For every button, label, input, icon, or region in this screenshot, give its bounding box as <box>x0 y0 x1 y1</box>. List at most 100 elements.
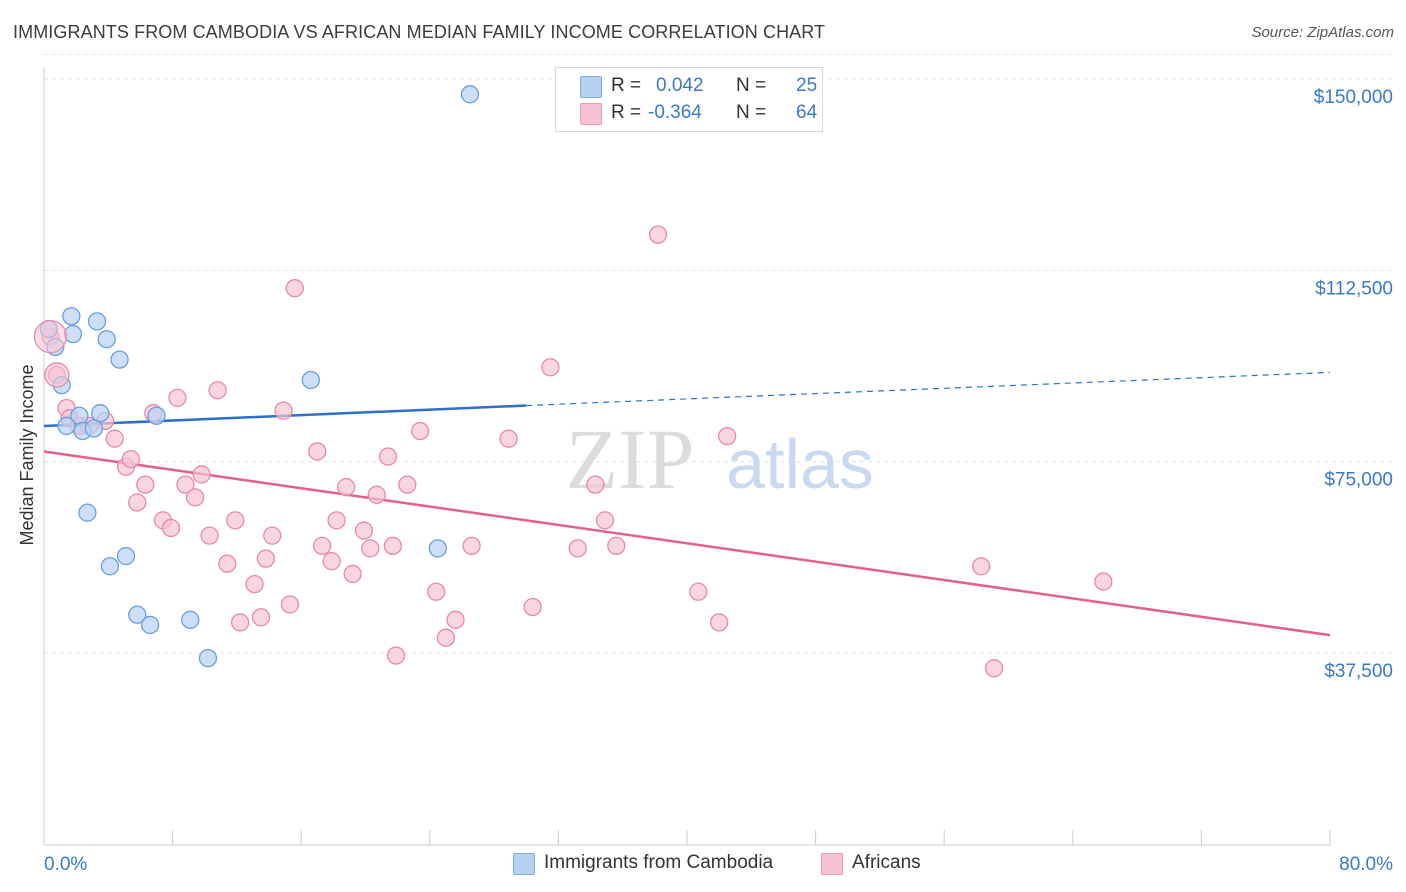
legend-n-value: 25 <box>796 75 818 96</box>
africans-point <box>607 536 626 556</box>
africans-point <box>226 511 245 530</box>
cambodia-point <box>63 324 83 344</box>
africans-point <box>230 613 250 632</box>
watermark-atlas: atlas <box>726 425 874 503</box>
africans-point <box>327 511 346 530</box>
legend-swatch-cambodia <box>580 76 602 98</box>
y-axis-label: Median Family Income <box>17 364 37 545</box>
legend-r-label: R = <box>611 102 642 123</box>
africans-point <box>312 536 332 556</box>
africans-point <box>44 362 70 388</box>
africans-point <box>185 488 205 507</box>
cambodia-point <box>140 615 160 635</box>
africans-point <box>568 539 587 558</box>
africans-point <box>427 582 446 601</box>
africans-point <box>446 610 465 629</box>
africans-point <box>280 595 300 614</box>
africans-point <box>411 421 430 441</box>
africans-point <box>386 646 406 665</box>
africans-point <box>33 320 68 354</box>
africans-point <box>322 552 341 571</box>
africans-point <box>378 447 398 466</box>
africans-point <box>168 388 187 408</box>
legend-n-value: 64 <box>796 102 818 123</box>
cambodia-point <box>128 605 147 624</box>
tick-labels: $37,500 $75,000 $112,500 $150,000 0.0% 80.0% <box>44 87 1393 875</box>
africans-point <box>263 526 282 545</box>
legend-r-value: 0.042 <box>656 75 704 96</box>
cambodia-point <box>301 370 320 390</box>
y-tick-label: $112,500 <box>1315 278 1393 299</box>
africans-point <box>361 539 380 558</box>
watermark: ZIP atlas <box>566 411 874 507</box>
y-tick-label: $150,000 <box>1314 87 1393 108</box>
axes <box>43 68 1331 846</box>
x-tick-label: 0.0% <box>44 854 87 875</box>
legend-r-label: R = <box>611 75 642 96</box>
trend-line-cambodia-extension <box>526 371 1331 407</box>
cambodia-point <box>97 330 116 349</box>
africans-point <box>200 526 219 545</box>
africans-point <box>337 478 356 497</box>
legend-label-cambodia: Immigrants from Cambodia <box>544 852 774 873</box>
cambodia-point <box>116 546 136 566</box>
trend-line-africans <box>43 450 1331 637</box>
africans-point <box>105 429 124 448</box>
cambodia-point <box>84 419 103 438</box>
cambodia-point <box>428 539 447 558</box>
africans-point <box>161 518 181 538</box>
africans-point <box>274 401 293 420</box>
africans-point <box>972 557 991 576</box>
cambodia-point <box>78 503 97 522</box>
cambodia-point <box>147 406 166 425</box>
africans-point <box>218 554 237 573</box>
africans-point <box>595 511 615 530</box>
africans-point <box>984 659 1004 678</box>
africans-point <box>308 442 327 461</box>
africans-point <box>343 564 362 584</box>
africans-point <box>121 449 140 469</box>
cambodia-point <box>460 85 480 104</box>
legend-swatch-africans <box>821 853 843 875</box>
grid-lines <box>44 53 1393 654</box>
y-tick-label: $37,500 <box>1324 661 1393 682</box>
africans-point <box>383 536 402 556</box>
legend-r-value: -0.364 <box>648 102 702 123</box>
africans-point <box>718 427 737 446</box>
africans-point <box>523 597 542 617</box>
y-tick-label: $75,000 <box>1324 470 1393 491</box>
africans-point <box>354 521 374 540</box>
africans-point <box>648 225 668 244</box>
correlation-legend: R = 0.042 N = 25 R = -0.364 N = 64 <box>555 67 823 132</box>
africans-point <box>462 536 481 556</box>
cambodia-point <box>87 312 107 331</box>
legend-n-label: N = <box>736 75 767 96</box>
legend-label-africans: Africans <box>852 852 921 873</box>
cambodia-point <box>62 307 81 326</box>
legend-n-label: N = <box>736 102 767 123</box>
africans-point <box>136 475 155 494</box>
watermark-zip: ZIP <box>566 411 695 507</box>
legend-swatch-africans <box>580 103 602 125</box>
africans-point <box>208 381 227 400</box>
cambodia-point <box>100 557 120 576</box>
africans-point <box>192 465 211 484</box>
africans-point <box>367 485 386 504</box>
chart-title: IMMIGRANTS FROM CAMBODIA VS AFRICAN MEDI… <box>13 22 826 42</box>
legend-swatch-cambodia <box>513 853 535 875</box>
cambodia-point <box>181 610 200 629</box>
africans-point <box>586 475 605 494</box>
data-points <box>33 85 1113 678</box>
cambodia-point <box>198 648 218 668</box>
africans-point <box>1094 572 1113 591</box>
africans-point <box>251 608 271 627</box>
cambodia-point <box>57 416 76 436</box>
source-label: Source: ZipAtlas.com <box>1251 24 1394 41</box>
x-tick-label: 80.0% <box>1339 854 1393 875</box>
africans-point <box>689 582 708 601</box>
africans-point <box>256 549 275 568</box>
africans-point <box>128 493 147 512</box>
africans-point <box>398 475 417 494</box>
cambodia-point <box>110 350 129 369</box>
